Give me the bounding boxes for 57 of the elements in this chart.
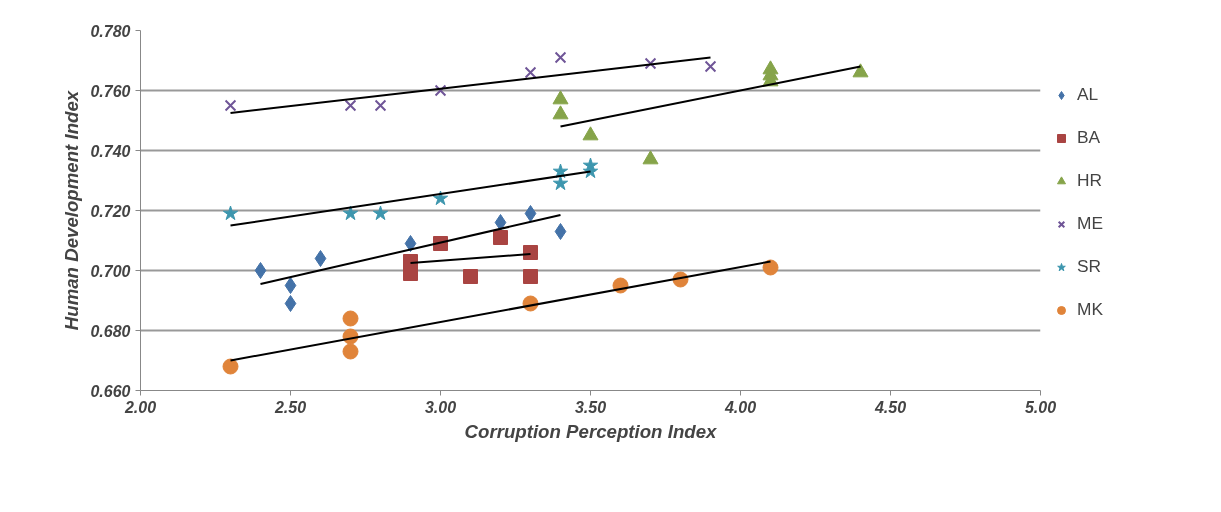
y-tick-label: 0.780 bbox=[90, 22, 131, 40]
x-tick-label: 4.50 bbox=[873, 398, 907, 416]
point bbox=[284, 277, 297, 294]
point bbox=[222, 358, 239, 375]
point bbox=[432, 190, 449, 206]
point bbox=[404, 235, 417, 252]
y-tick-label: 0.680 bbox=[90, 322, 131, 340]
point bbox=[344, 99, 357, 112]
point bbox=[222, 205, 239, 221]
point bbox=[852, 63, 869, 78]
point bbox=[762, 259, 779, 276]
x-tick-label: 3.50 bbox=[574, 398, 607, 416]
legend-label: AL bbox=[1077, 84, 1099, 105]
point bbox=[554, 51, 567, 64]
point bbox=[552, 105, 569, 120]
point bbox=[642, 150, 659, 165]
y-tick-label: 0.720 bbox=[90, 202, 131, 220]
point bbox=[552, 175, 569, 191]
x-tick-label: 3.00 bbox=[424, 398, 457, 416]
legend-label: SR bbox=[1077, 256, 1102, 277]
y-tick-label: 0.760 bbox=[90, 82, 131, 100]
point bbox=[523, 269, 538, 284]
x-tick-label: 2.50 bbox=[273, 398, 307, 416]
point bbox=[314, 250, 327, 267]
point bbox=[644, 57, 657, 70]
legend-label: ME bbox=[1077, 213, 1103, 234]
point bbox=[434, 84, 447, 97]
point bbox=[524, 205, 537, 222]
point bbox=[403, 266, 418, 281]
point bbox=[254, 262, 267, 279]
x-tick-label: 2.00 bbox=[123, 398, 157, 416]
point bbox=[493, 230, 508, 245]
y-tick-label: 0.700 bbox=[90, 262, 131, 280]
point bbox=[374, 99, 387, 112]
legend-label: HR bbox=[1077, 170, 1103, 191]
point bbox=[524, 66, 537, 79]
legend-label: BA bbox=[1077, 127, 1101, 148]
point bbox=[494, 214, 507, 231]
point bbox=[523, 245, 538, 260]
y-tick-label: 0.740 bbox=[90, 142, 131, 160]
point bbox=[284, 295, 297, 312]
point bbox=[554, 223, 567, 240]
point bbox=[463, 269, 478, 284]
point bbox=[342, 205, 359, 221]
y-axis-title: Human Development Index bbox=[61, 90, 83, 331]
x-tick-label: 4.00 bbox=[723, 398, 757, 416]
point bbox=[372, 205, 389, 221]
legend-label: MK bbox=[1077, 299, 1103, 320]
point bbox=[342, 343, 359, 360]
point bbox=[704, 60, 717, 73]
x-axis-title: Corruption Perception Index bbox=[464, 420, 718, 442]
y-tick-label: 0.660 bbox=[90, 382, 131, 400]
point bbox=[552, 90, 569, 105]
point bbox=[582, 126, 599, 141]
point bbox=[224, 99, 237, 112]
x-tick-label: 5.00 bbox=[1024, 398, 1057, 416]
point bbox=[342, 310, 359, 327]
